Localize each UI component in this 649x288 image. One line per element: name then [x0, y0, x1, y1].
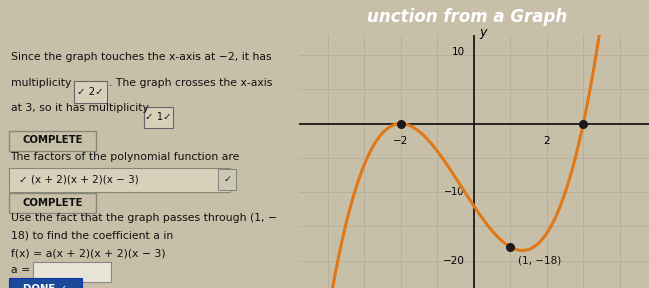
Text: y: y — [479, 26, 487, 39]
FancyBboxPatch shape — [9, 131, 97, 151]
FancyBboxPatch shape — [73, 82, 107, 103]
Text: unction from a Graph: unction from a Graph — [367, 8, 567, 26]
Text: Use the fact that the graph passes through (1, −: Use the fact that the graph passes throu… — [10, 213, 276, 223]
Text: ✓: ✓ — [223, 175, 231, 184]
Text: . The graph crosses the x-axis: . The graph crosses the x-axis — [108, 78, 272, 88]
Text: COMPLETE: COMPLETE — [22, 198, 83, 208]
Text: Since the graph touches the x-axis at −2, it has: Since the graph touches the x-axis at −2… — [10, 52, 271, 62]
FancyBboxPatch shape — [218, 169, 236, 190]
Text: ✓ (x + 2)(x + 2)(x − 3): ✓ (x + 2)(x + 2)(x − 3) — [19, 175, 139, 185]
Text: a =: a = — [10, 265, 30, 275]
FancyBboxPatch shape — [9, 278, 82, 288]
Text: f(x) = a(x + 2)(x + 2)(x − 3): f(x) = a(x + 2)(x + 2)(x − 3) — [10, 249, 165, 259]
Text: multiplicity: multiplicity — [10, 78, 75, 88]
Text: 18) to find the coefficient a in: 18) to find the coefficient a in — [10, 231, 173, 241]
Text: ✓ 2✓: ✓ 2✓ — [77, 87, 104, 96]
Text: DONE ✓: DONE ✓ — [23, 284, 67, 288]
Text: COMPLETE: COMPLETE — [22, 135, 83, 145]
FancyBboxPatch shape — [143, 107, 173, 128]
Text: The factors of the polynomial function are: The factors of the polynomial function a… — [10, 152, 240, 162]
Text: 10: 10 — [452, 47, 465, 57]
Text: −2: −2 — [393, 136, 408, 146]
FancyBboxPatch shape — [32, 262, 111, 282]
Text: −10: −10 — [445, 187, 465, 197]
Text: −20: −20 — [443, 256, 465, 266]
Text: 2: 2 — [543, 136, 550, 146]
FancyBboxPatch shape — [9, 168, 230, 192]
FancyBboxPatch shape — [9, 193, 97, 213]
Text: ✓ 1✓: ✓ 1✓ — [145, 112, 172, 122]
Text: at 3, so it has multiplicity: at 3, so it has multiplicity — [10, 103, 152, 113]
Text: (1, −18): (1, −18) — [518, 255, 561, 265]
